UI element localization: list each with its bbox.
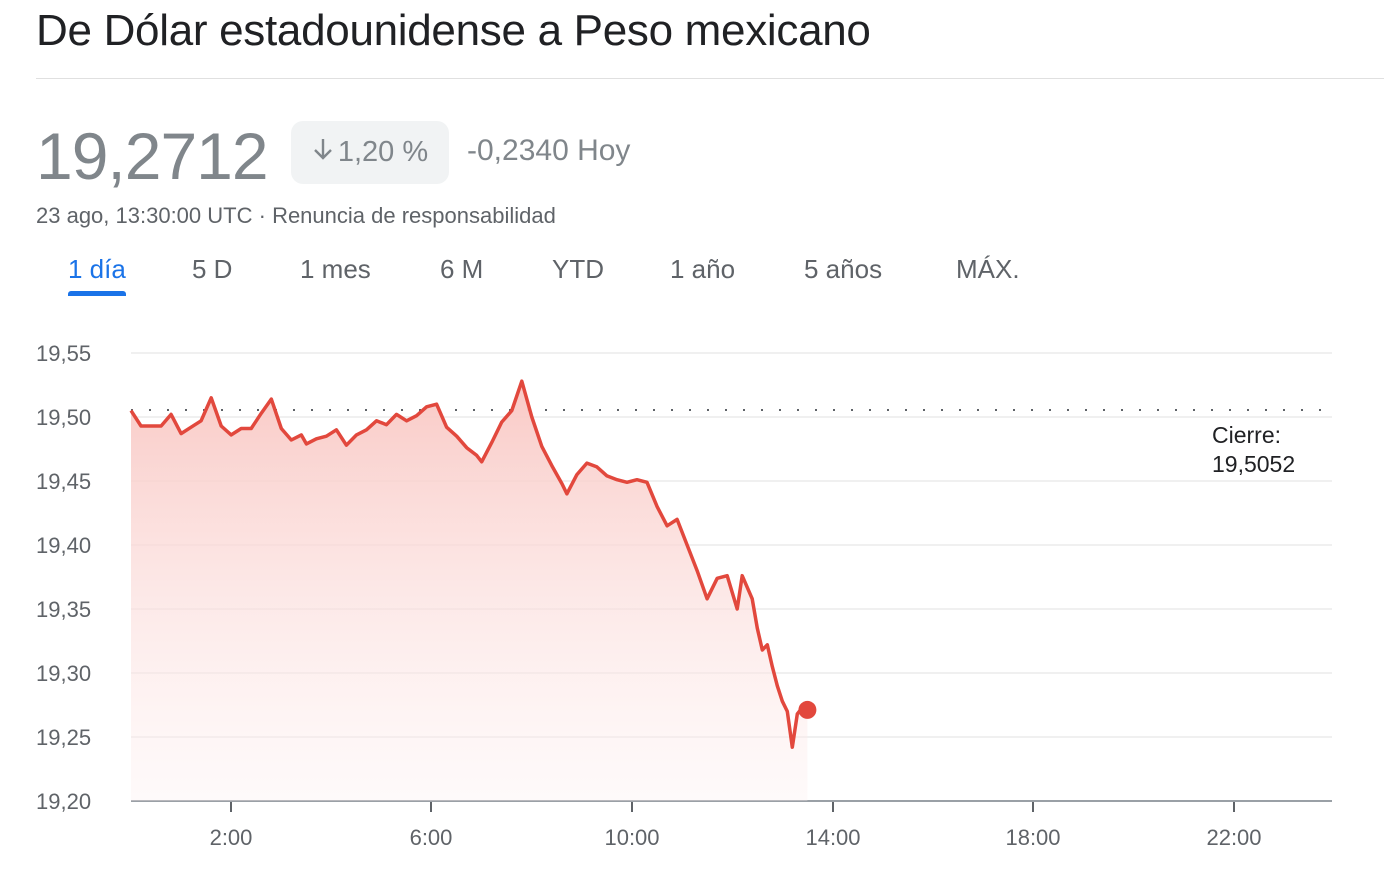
x-tick-label: 22:00	[1206, 825, 1262, 850]
tab-max[interactable]: MÁX.	[956, 254, 1020, 284]
change-absolute: -0,2340 Hoy	[467, 134, 631, 167]
timestamp: 23 ago, 13:30:00 UTC	[36, 203, 253, 228]
y-tick-label: 19,30	[36, 661, 92, 686]
price-line	[129, 379, 809, 749]
tab-5-d[interactable]: 5 D	[192, 254, 233, 284]
x-tick-label: 18:00	[1005, 825, 1061, 850]
tab-5-anos[interactable]: 5 años	[804, 254, 883, 284]
page-title: De Dólar estadounidense a Peso mexicano	[36, 6, 871, 55]
arrow-down-icon	[312, 136, 334, 169]
x-tick-label: 6:00	[409, 825, 453, 850]
current-price: 19,2712	[36, 119, 269, 193]
tab-6-m[interactable]: 6 M	[440, 254, 484, 284]
tab-1-ano[interactable]: 1 año	[670, 254, 736, 284]
y-tick-label: 19,35	[36, 597, 92, 622]
x-tick-label: 14:00	[805, 825, 861, 850]
separator: ·	[258, 203, 266, 228]
x-tick-label: 2:00	[209, 825, 253, 850]
current-price-dot	[798, 700, 817, 719]
price-area	[131, 381, 808, 801]
header-divider	[36, 78, 1384, 79]
tab-ytd[interactable]: YTD	[552, 254, 604, 284]
tab-1-dia[interactable]: 1 día	[68, 254, 126, 296]
y-tick-label: 19,40	[36, 533, 92, 558]
x-ticks	[230, 802, 1235, 812]
close-label: Cierre:	[1212, 422, 1282, 448]
disclaimer-link[interactable]: Renuncia de responsabilidad	[272, 203, 556, 228]
y-tick-label: 19,45	[36, 469, 92, 494]
y-tick-label: 19,25	[36, 725, 92, 750]
y-tick-label: 19,50	[36, 405, 92, 430]
close-value: 19,5052	[1212, 451, 1296, 477]
change-percent: 1,20 %	[337, 136, 429, 168]
quote-meta: 23 ago, 13:30:00 UTC · Renuncia de respo…	[36, 203, 556, 229]
x-tick-label: 10:00	[604, 825, 660, 850]
y-tick-label: 19,55	[36, 341, 92, 366]
previous-close-annotation: Cierre: 19,5052	[1212, 421, 1295, 479]
tab-1-mes[interactable]: 1 mes	[300, 254, 371, 284]
y-tick-label: 19,20	[36, 789, 92, 814]
change-percent-badge: 1,20 %	[291, 121, 449, 184]
